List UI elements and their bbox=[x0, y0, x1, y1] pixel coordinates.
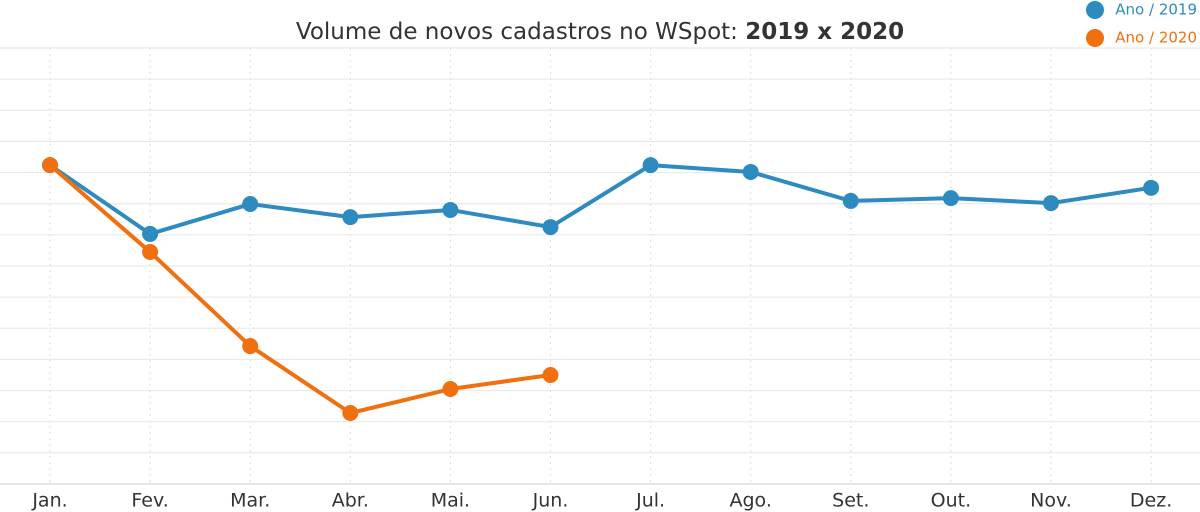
chart-title: Volume de novos cadastros no WSpot: 2019… bbox=[296, 19, 904, 45]
data-point bbox=[42, 157, 58, 174]
title-bold: 2019 x 2020 bbox=[745, 19, 904, 45]
x-tick-label: Nov. bbox=[1030, 490, 1072, 512]
data-point bbox=[342, 209, 359, 226]
x-tick-label: Dez. bbox=[1130, 490, 1172, 512]
data-point bbox=[142, 243, 159, 260]
x-tick-label: Mar. bbox=[230, 490, 270, 512]
x-tick-label: Jul. bbox=[635, 490, 665, 512]
series-line bbox=[48, 163, 1152, 236]
data-point bbox=[742, 163, 759, 180]
data-point bbox=[242, 196, 259, 213]
data-point bbox=[1143, 179, 1160, 196]
data-point bbox=[542, 219, 559, 236]
data-point bbox=[842, 192, 859, 209]
data-point bbox=[442, 201, 459, 218]
series-line bbox=[48, 163, 551, 415]
x-tick-label: Jan. bbox=[31, 490, 67, 512]
x-tick-label: Abr. bbox=[332, 490, 369, 512]
legend-marker bbox=[1086, 1, 1104, 19]
x-tick-label: Mai. bbox=[431, 490, 470, 512]
data-point bbox=[542, 367, 559, 383]
x-tick-label: Fev. bbox=[131, 490, 168, 512]
x-tick-label: Set. bbox=[832, 490, 869, 512]
data-point bbox=[1043, 195, 1059, 212]
x-tick-label: Out. bbox=[931, 490, 972, 512]
legend-label: Ano / 2019 bbox=[1115, 1, 1197, 19]
x-tick-label: Jun. bbox=[532, 490, 569, 512]
data-point bbox=[142, 225, 159, 242]
title-text: Volume de novos cadastros no WSpot: bbox=[296, 19, 745, 45]
data-point bbox=[642, 157, 659, 174]
data-point bbox=[442, 381, 459, 398]
data-point bbox=[342, 404, 359, 421]
data-point bbox=[942, 190, 959, 207]
data-point bbox=[242, 338, 259, 355]
legend-marker bbox=[1086, 29, 1104, 47]
x-tick-label: Ago. bbox=[730, 490, 772, 512]
legend-label: Ano / 2020 bbox=[1115, 29, 1197, 47]
